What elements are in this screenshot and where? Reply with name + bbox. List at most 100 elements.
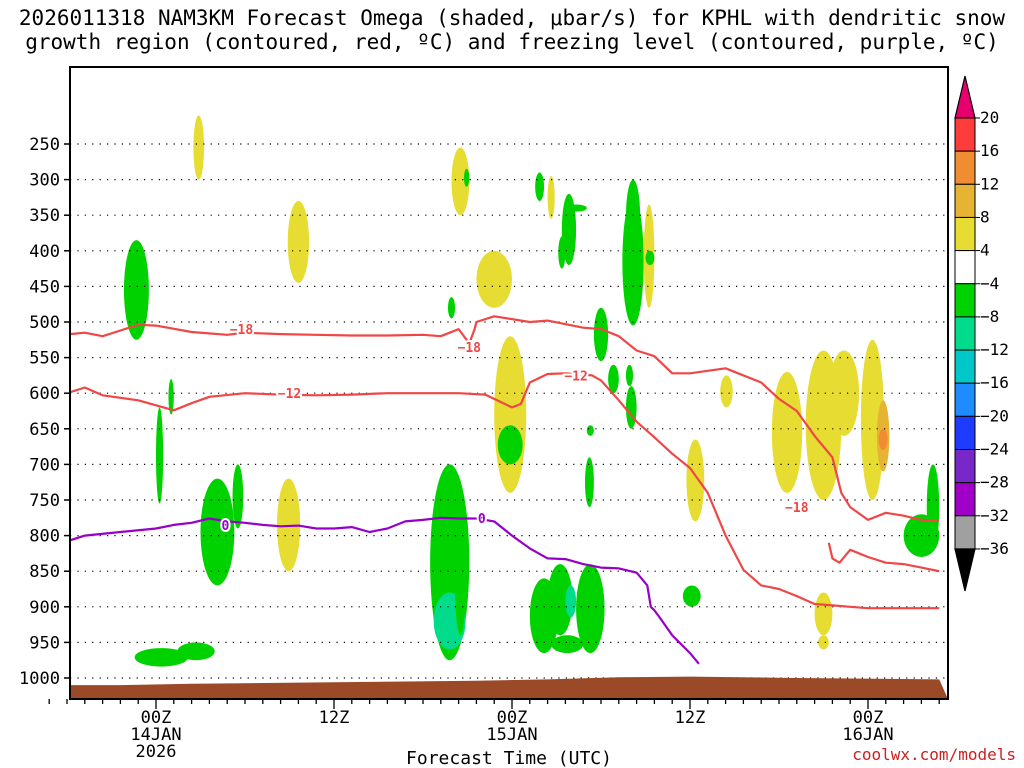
omega-region-18 bbox=[497, 425, 523, 465]
omega-region-41 bbox=[682, 585, 701, 607]
chart-title: 2026011318 NAM3KM Forecast Omega (shaded… bbox=[0, 6, 1024, 54]
omega-region-32 bbox=[586, 425, 594, 436]
omega-region-33 bbox=[608, 364, 619, 394]
omega-region-27 bbox=[576, 564, 605, 654]
contour-minus-18 bbox=[70, 315, 940, 522]
colorbar-tick-label-0: 20 bbox=[980, 108, 999, 127]
omega-region-42 bbox=[720, 375, 733, 408]
colorbar-tick-label-4: 4 bbox=[980, 241, 990, 260]
omega-region-4 bbox=[200, 478, 235, 586]
freezing-level-label-1: 0 bbox=[478, 512, 486, 527]
contour-minus-18-label-2: −18 bbox=[785, 501, 809, 516]
colorbar-band-12 bbox=[954, 515, 976, 550]
chart-title-line2: growth region (contoured, red, ºC) and f… bbox=[25, 30, 999, 54]
omega-region-5 bbox=[232, 464, 244, 529]
x-axis-label: Forecast Time (UTC) bbox=[406, 748, 612, 768]
omega-region-17 bbox=[494, 336, 527, 493]
y-tick-label-650: 650 bbox=[29, 420, 60, 440]
omega-region-38 bbox=[625, 364, 634, 387]
omega-colorbar: 20 16 12 8 4 −4 −8 −12 −16 −20 −24 −28 −32 −36 bbox=[954, 75, 1009, 592]
terrain-fill bbox=[70, 676, 948, 699]
omega-region-43 bbox=[771, 371, 803, 493]
omega-region-35 bbox=[622, 197, 644, 326]
omega-region-19 bbox=[515, 386, 523, 415]
temperature-contours: −18 −18 −18 −12 −12 0 0 bbox=[70, 315, 940, 665]
colorbar-under-arrow bbox=[954, 548, 976, 592]
colorbar-tick-label-5: −4 bbox=[980, 274, 999, 293]
x-tick-label-0-2: 2026 bbox=[136, 742, 177, 762]
omega-region-7 bbox=[177, 642, 215, 661]
contour-minus-18-label-1: −18 bbox=[458, 341, 482, 356]
omega-region-50 bbox=[818, 635, 829, 650]
colorbar-tick-label-1: 16 bbox=[980, 141, 999, 160]
x-tick-label-20-0: 00Z bbox=[497, 708, 528, 728]
colorbar-tick-label-3: 8 bbox=[980, 207, 990, 226]
colorbar-band-6 bbox=[954, 316, 976, 351]
omega-region-30 bbox=[551, 635, 584, 654]
omega-region-11 bbox=[463, 168, 470, 187]
y-tick-label-900: 900 bbox=[29, 598, 60, 618]
omega-region-9 bbox=[287, 200, 310, 283]
omega-region-31 bbox=[584, 457, 594, 508]
y-tick-label-600: 600 bbox=[29, 384, 60, 404]
terrain-layer bbox=[70, 676, 948, 699]
chart-title-line1: 2026011318 NAM3KM Forecast Omega (shaded… bbox=[18, 6, 1006, 30]
omega-region-6 bbox=[134, 648, 189, 667]
omega-region-25 bbox=[561, 193, 577, 266]
colorbar-tick-label-10: −24 bbox=[980, 440, 1009, 459]
plot-frame bbox=[69, 66, 949, 700]
omega-region-45 bbox=[828, 350, 860, 436]
omega-region-52 bbox=[926, 464, 940, 550]
x-tick-label-40-1: 16JAN bbox=[842, 725, 893, 745]
x-tick-label-40-0: 00Z bbox=[853, 708, 884, 728]
omega-region-20 bbox=[535, 172, 545, 201]
y-tick-label-950: 950 bbox=[29, 633, 60, 653]
x-tick-label-20-1: 15JAN bbox=[486, 725, 537, 745]
colorbar-band-7 bbox=[954, 349, 976, 384]
plot-border bbox=[69, 66, 949, 700]
y-tick-label-750: 750 bbox=[29, 491, 60, 511]
colorbar-tick-label-12: −32 bbox=[980, 506, 1009, 525]
omega-region-16 bbox=[476, 250, 512, 308]
contour-minus-12 bbox=[70, 372, 940, 610]
omega-region-39 bbox=[625, 386, 637, 429]
x-tick-label-0-0: 00Z bbox=[141, 708, 172, 728]
omega-region-3 bbox=[193, 115, 205, 180]
omega-region-21 bbox=[547, 176, 555, 219]
omega-region-15 bbox=[455, 535, 466, 636]
omega-region-49 bbox=[814, 592, 833, 636]
contour-minus-12-label-0: −12 bbox=[278, 387, 301, 402]
colorbar-tick-label-11: −28 bbox=[980, 473, 1009, 492]
y-tick-label-1000: 1000 bbox=[19, 669, 60, 689]
y-tick-label-500: 500 bbox=[29, 313, 60, 333]
omega-region-26 bbox=[593, 307, 609, 362]
colorbar-tick-label-6: −8 bbox=[980, 307, 999, 326]
omega-region-10 bbox=[451, 147, 470, 216]
y-tick-label-450: 450 bbox=[29, 277, 60, 297]
freezing-level-line bbox=[70, 516, 700, 665]
omega-region-46 bbox=[860, 339, 885, 500]
contour-minus-12-label-1: −12 bbox=[564, 369, 587, 384]
colorbar-tick-label-9: −20 bbox=[980, 406, 1009, 425]
freezing-level-label-0: 0 bbox=[222, 519, 230, 534]
colorbar-over-arrow bbox=[954, 75, 976, 119]
omega-region-29 bbox=[565, 585, 577, 618]
colorbar-band-5 bbox=[954, 283, 976, 318]
omega-region-0 bbox=[123, 240, 149, 340]
x-tick-label-30-0: 12Z bbox=[675, 708, 706, 728]
omega-region-48 bbox=[878, 428, 888, 451]
colorbar-band-8 bbox=[954, 382, 976, 417]
y-tick-label-850: 850 bbox=[29, 562, 60, 582]
omega-region-40 bbox=[686, 439, 705, 522]
colorbar-band-11 bbox=[954, 482, 976, 517]
colorbar-tick-label-13: −36 bbox=[980, 539, 1009, 558]
y-tick-label-400: 400 bbox=[29, 242, 60, 262]
colorbar-band-10 bbox=[954, 449, 976, 484]
y-tick-label-350: 350 bbox=[29, 206, 60, 226]
y-tick-label-300: 300 bbox=[29, 171, 60, 191]
y-tick-label-250: 250 bbox=[29, 135, 60, 155]
site-credit: coolwx.com/models bbox=[852, 745, 1016, 764]
y-tick-label-550: 550 bbox=[29, 349, 60, 369]
